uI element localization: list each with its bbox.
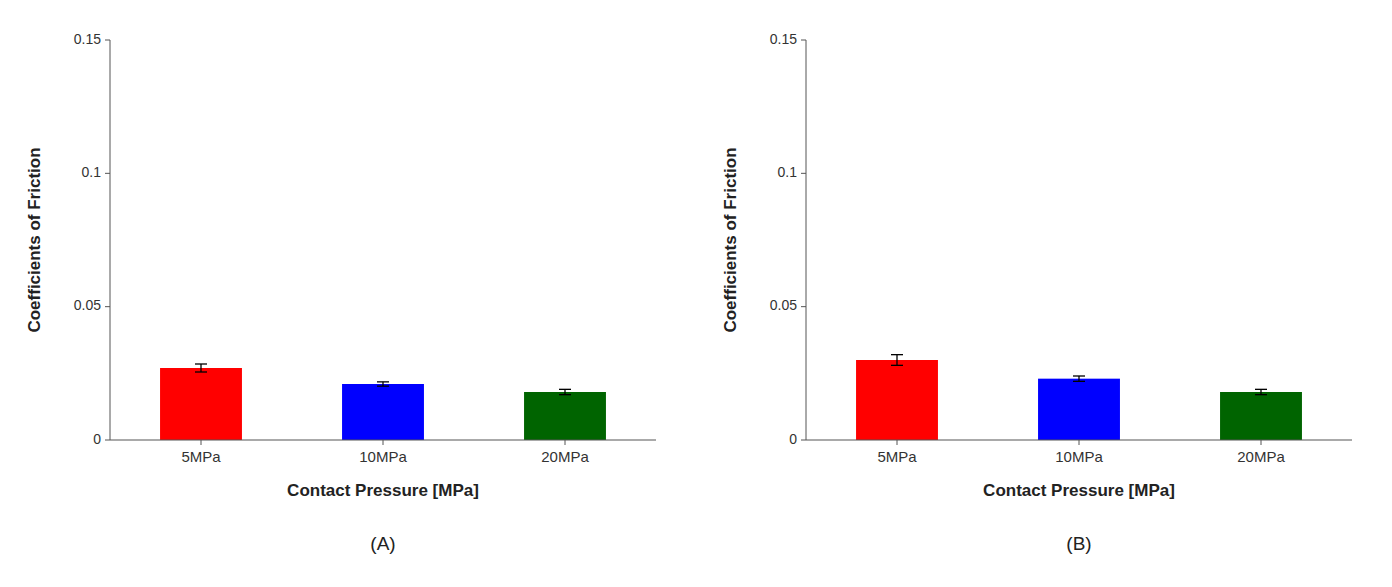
error-cap xyxy=(891,365,903,366)
y-tick-label: 0.05 xyxy=(770,297,797,313)
y-tick-label: 0.15 xyxy=(770,31,797,47)
error-cap xyxy=(1255,394,1267,395)
error-bar xyxy=(1255,389,1267,394)
x-tick-label: 20MPa xyxy=(541,448,589,465)
x-tick xyxy=(1261,440,1262,445)
error-cap xyxy=(377,381,389,382)
panel: 0 0.05 0.1 0.15 5MPa 10MPa 20MPa Contact Pressu… xyxy=(721,31,1352,554)
error-cap xyxy=(195,371,207,372)
x-tick xyxy=(897,440,898,445)
y-tick xyxy=(105,440,110,441)
y-tick xyxy=(801,173,806,174)
y-tick xyxy=(105,40,110,41)
bar xyxy=(160,368,242,440)
panel: 0 0.05 0.1 0.15 5MPa 10MPa 20MPa Contact Pressu… xyxy=(25,31,656,554)
y-axis-label: Coefficients of Friction xyxy=(721,147,740,332)
error-line xyxy=(200,364,201,372)
x-tick xyxy=(1079,440,1080,445)
y-axis xyxy=(806,40,807,440)
y-axis-label: Coefficients of Friction xyxy=(25,147,44,332)
y-tick-label: 0.1 xyxy=(82,164,102,180)
error-cap xyxy=(559,389,571,390)
y-axis xyxy=(110,40,111,440)
error-bar xyxy=(1073,376,1085,381)
error-cap xyxy=(195,363,207,364)
error-cap xyxy=(891,354,903,355)
y-tick-label: 0.1 xyxy=(778,164,798,180)
error-line xyxy=(1260,389,1261,394)
y-tick-label: 0 xyxy=(93,431,101,447)
marks xyxy=(856,355,1302,440)
y-tick xyxy=(105,306,110,307)
x-tick xyxy=(383,440,384,445)
y-tick-label: 0 xyxy=(789,431,797,447)
y-tick xyxy=(801,440,806,441)
x-tick-label: 5MPa xyxy=(181,448,221,465)
error-cap xyxy=(1255,389,1267,390)
error-bar xyxy=(559,389,571,394)
y-tick xyxy=(801,40,806,41)
x-tick-label: 10MPa xyxy=(1055,448,1103,465)
chart-canvas: 0 0.05 0.1 0.15 5MPa 10MPa 20MPa Contact Pressu… xyxy=(0,0,1392,587)
bar xyxy=(1038,379,1120,440)
x-tick-label: 20MPa xyxy=(1237,448,1285,465)
y-tick-label: 0.15 xyxy=(74,31,101,47)
x-axis-label: Contact Pressure [MPa] xyxy=(983,481,1175,500)
error-cap xyxy=(559,394,571,395)
y-tick xyxy=(105,173,110,174)
bar xyxy=(1220,392,1302,440)
error-bar xyxy=(377,382,389,386)
bar xyxy=(524,392,606,440)
error-cap xyxy=(377,385,389,386)
y-tick xyxy=(801,306,806,307)
x-tick xyxy=(565,440,566,445)
error-cap xyxy=(1073,375,1085,376)
error-cap xyxy=(1073,381,1085,382)
error-line xyxy=(564,389,565,394)
x-tick xyxy=(201,440,202,445)
panel-label: (A) xyxy=(370,533,395,554)
error-line xyxy=(1078,376,1079,381)
x-tick-label: 10MPa xyxy=(359,448,407,465)
panel-label: (B) xyxy=(1066,533,1091,554)
error-bar xyxy=(891,355,903,366)
error-line xyxy=(896,355,897,366)
y-tick-label: 0.05 xyxy=(74,297,101,313)
marks xyxy=(160,364,606,440)
error-bar xyxy=(195,364,207,372)
bar xyxy=(856,360,938,440)
bar xyxy=(342,384,424,440)
x-tick-label: 5MPa xyxy=(877,448,917,465)
x-axis-label: Contact Pressure [MPa] xyxy=(287,481,479,500)
